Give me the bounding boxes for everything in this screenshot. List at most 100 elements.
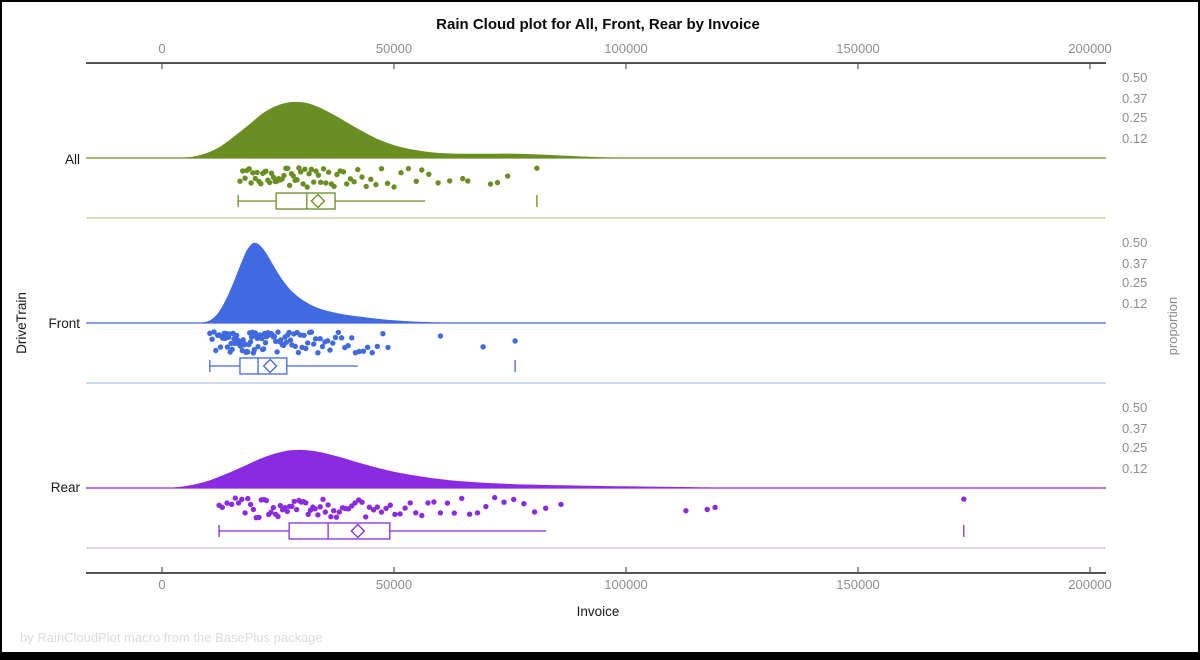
rain-point-front xyxy=(324,338,331,344)
rain-point-front xyxy=(283,339,290,345)
rain-point-all xyxy=(300,181,306,187)
rain-point-rear xyxy=(413,510,419,516)
rain-point-front xyxy=(335,329,341,336)
rain-point-front xyxy=(286,329,292,336)
top-tick-150000: 150000 xyxy=(836,41,879,56)
rain-point-rear xyxy=(451,510,457,516)
rain-point-rear xyxy=(312,506,318,512)
rain-point-front xyxy=(345,343,351,349)
top-tick-50000: 50000 xyxy=(376,41,412,56)
bottom-tick-0: 0 xyxy=(158,577,165,592)
rain-point-all xyxy=(534,165,540,171)
rain-point-rear xyxy=(397,511,403,517)
rain-point-rear xyxy=(378,509,385,515)
rain-point-all xyxy=(340,169,347,175)
rain-point-all xyxy=(315,172,322,178)
proportion-tick-label: 0.12 xyxy=(1122,461,1147,476)
rain-point-all xyxy=(405,165,412,172)
proportion-tick-label: 0.25 xyxy=(1122,440,1147,455)
rain-point-rear xyxy=(474,510,481,516)
rain-point-rear xyxy=(289,503,295,509)
rain-point-rear xyxy=(242,510,248,516)
rain-point-rear xyxy=(268,509,274,515)
rain-point-all xyxy=(435,180,441,186)
top-tick-200000: 200000 xyxy=(1068,41,1111,56)
rain-point-front xyxy=(338,335,345,341)
rain-point-rear xyxy=(291,498,297,505)
rain-point-all xyxy=(298,169,304,175)
proportion-tick-label: 0.50 xyxy=(1122,70,1147,85)
proportion-tick-label: 0.25 xyxy=(1122,275,1147,290)
chart-title: Rain Cloud plot for All, Front, Rear by … xyxy=(436,16,760,33)
rain-point-rear xyxy=(331,508,337,514)
rain-point-rear xyxy=(228,501,235,507)
footnote: by RainCloudPlot macro from the BasePlus… xyxy=(20,630,323,645)
rain-point-rear xyxy=(317,504,323,510)
rain-point-all xyxy=(286,182,293,189)
rain-point-all xyxy=(246,166,252,172)
rain-point-rear xyxy=(402,505,408,511)
rain-point-rear xyxy=(704,506,710,513)
rain-point-all xyxy=(258,181,264,187)
rain-point-rear xyxy=(370,507,377,513)
rain-point-rear xyxy=(277,502,283,509)
rain-point-front xyxy=(349,335,355,341)
rain-point-rear xyxy=(437,510,444,516)
mean-diamond-all xyxy=(310,193,326,209)
bottom-tick-50000: 50000 xyxy=(376,577,412,592)
rain-point-rear xyxy=(256,514,262,521)
rain-point-front xyxy=(356,348,362,355)
rain-point-front xyxy=(295,349,302,356)
rain-point-rear xyxy=(683,508,689,514)
rain-point-front xyxy=(255,344,261,350)
rain-point-all xyxy=(351,179,357,185)
rain-point-front xyxy=(360,348,367,354)
rain-point-front xyxy=(311,341,317,347)
rain-point-front xyxy=(330,340,336,346)
proportion-tick-label: 0.12 xyxy=(1122,296,1147,311)
rain-point-front xyxy=(364,344,371,350)
rain-point-front xyxy=(271,333,277,340)
rain-point-front xyxy=(217,344,224,350)
rain-point-front xyxy=(260,346,267,352)
y-axis-title: DriveTrain xyxy=(14,292,29,354)
rain-point-front xyxy=(480,344,486,350)
top-axis-tick-labels: 0 50000 100000 150000 200000 xyxy=(158,41,1111,56)
rain-point-front xyxy=(308,329,315,335)
rain-point-rear xyxy=(315,512,321,518)
rain-point-all xyxy=(359,174,365,180)
rain-point-front xyxy=(319,343,326,350)
rain-point-all xyxy=(313,168,319,174)
rain-point-front xyxy=(380,331,386,337)
rain-point-front xyxy=(437,333,444,339)
rain-point-rear xyxy=(305,511,311,517)
bottom-tick-100000: 100000 xyxy=(604,577,647,592)
rain-point-front xyxy=(287,337,294,343)
rain-point-all xyxy=(263,168,269,174)
rain-point-all xyxy=(270,174,277,180)
rain-point-all xyxy=(331,183,337,190)
rain-point-rear xyxy=(232,495,238,501)
rain-point-all xyxy=(505,173,511,179)
rain-point-front xyxy=(332,334,339,341)
rain-point-rear xyxy=(250,506,257,513)
rain-point-rear xyxy=(392,511,398,518)
rain-point-front xyxy=(385,344,391,351)
rain-point-front xyxy=(251,347,257,353)
rain-point-front xyxy=(301,332,307,338)
rain-point-rear xyxy=(363,514,369,520)
rain-point-rear xyxy=(374,504,380,510)
rain-point-rear xyxy=(492,494,498,501)
rain-point-all xyxy=(268,170,275,176)
rain-point-rear xyxy=(543,505,549,511)
rain-point-all xyxy=(413,178,419,184)
rain-point-all xyxy=(363,183,369,190)
category-label-rear: Rear xyxy=(51,480,81,495)
rain-point-front xyxy=(213,347,219,354)
rain-point-rear xyxy=(352,500,358,506)
rain-point-rear xyxy=(531,509,538,515)
rain-point-rear xyxy=(284,508,290,515)
rain-point-all xyxy=(320,166,327,172)
rain-point-rear xyxy=(511,496,517,503)
